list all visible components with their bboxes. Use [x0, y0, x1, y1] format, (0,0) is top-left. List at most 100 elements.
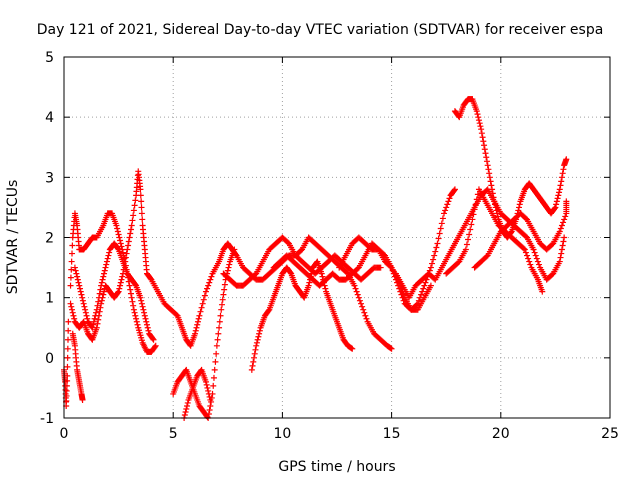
- data-point: [213, 350, 220, 357]
- data-point: [201, 292, 208, 299]
- data-point: [214, 336, 221, 343]
- data-point: [466, 231, 473, 238]
- data-point: [139, 303, 146, 310]
- data-point: [204, 413, 211, 420]
- data-point: [63, 392, 70, 399]
- data-point: [65, 318, 72, 325]
- data-point: [192, 327, 199, 334]
- data-point: [319, 273, 326, 280]
- data-point: [549, 241, 556, 248]
- data-point: [431, 252, 438, 259]
- data-point: [119, 273, 126, 280]
- data-point: [82, 309, 89, 316]
- data-point: [127, 286, 134, 293]
- data-point: [419, 288, 426, 295]
- data-point: [492, 204, 499, 211]
- data-point: [130, 212, 137, 219]
- data-point: [194, 318, 201, 325]
- data-point: [553, 198, 560, 205]
- data-point: [114, 289, 121, 296]
- data-point: [69, 242, 76, 249]
- data-point: [126, 234, 133, 241]
- data-point: [551, 205, 558, 212]
- data-point: [251, 350, 258, 357]
- chart-title: Day 121 of 2021, Sidereal Day-to-day VTE…: [37, 22, 604, 38]
- data-point: [507, 229, 514, 236]
- data-point: [129, 298, 136, 305]
- data-point: [556, 186, 563, 193]
- data-point: [99, 276, 106, 283]
- x-tick-label: 25: [601, 426, 619, 442]
- data-point: [115, 231, 122, 238]
- data-point: [69, 306, 76, 313]
- data-point: [98, 279, 105, 286]
- data-point: [443, 204, 450, 211]
- data-point: [206, 393, 213, 400]
- data-point: [196, 312, 203, 319]
- data-point: [474, 111, 481, 118]
- data-point: [93, 306, 100, 313]
- data-point: [284, 239, 291, 246]
- data-point: [130, 306, 137, 313]
- data-point: [131, 309, 138, 316]
- data-point: [94, 320, 101, 327]
- data-point: [489, 190, 496, 197]
- data-point: [486, 170, 493, 177]
- data-point: [309, 267, 316, 274]
- data-point: [451, 186, 458, 193]
- data-point: [429, 260, 436, 267]
- data-point: [354, 265, 361, 272]
- series-track-10: [270, 240, 434, 313]
- data-point: [476, 120, 483, 127]
- data-point: [526, 258, 533, 265]
- data-point: [380, 251, 387, 258]
- data-point: [559, 242, 566, 249]
- data-point: [516, 204, 522, 211]
- data-point: [204, 285, 211, 292]
- data-point: [68, 303, 75, 310]
- data-point: [472, 201, 479, 208]
- data-point: [256, 327, 263, 334]
- data-point: [490, 194, 497, 201]
- data-point: [297, 247, 304, 254]
- data-point: [463, 241, 470, 248]
- data-point: [521, 246, 528, 253]
- data-point: [563, 198, 570, 205]
- data-point: [549, 271, 556, 278]
- data-point: [123, 250, 130, 257]
- data-point: [117, 282, 124, 289]
- data-point: [418, 291, 425, 298]
- data-point: [95, 294, 102, 301]
- data-point: [554, 195, 561, 202]
- data-point: [71, 315, 78, 322]
- data-point: [79, 297, 86, 304]
- data-point: [520, 245, 527, 252]
- series-track-9: [220, 234, 395, 352]
- data-point: [469, 216, 476, 223]
- data-point: [491, 201, 498, 208]
- data-point: [91, 315, 98, 322]
- data-point: [218, 301, 225, 308]
- data-point: [208, 273, 215, 280]
- data-point: [203, 381, 210, 388]
- data-point: [462, 246, 469, 253]
- data-point: [75, 279, 82, 286]
- y-tick-label: 4: [45, 110, 54, 126]
- data-point: [467, 226, 474, 233]
- data-point: [141, 309, 148, 316]
- series-track-11: [336, 186, 458, 313]
- data-point: [524, 252, 531, 259]
- data-point: [534, 258, 541, 265]
- data-point: [216, 318, 223, 325]
- data-point: [397, 288, 404, 295]
- data-point: [421, 282, 428, 289]
- data-point: [471, 206, 478, 213]
- data-point: [139, 216, 146, 223]
- data-point: [531, 249, 538, 256]
- data-point: [256, 330, 263, 337]
- series-track-5: [71, 240, 157, 343]
- data-point: [137, 192, 144, 199]
- data-point: [451, 187, 458, 194]
- data-point: [389, 267, 396, 274]
